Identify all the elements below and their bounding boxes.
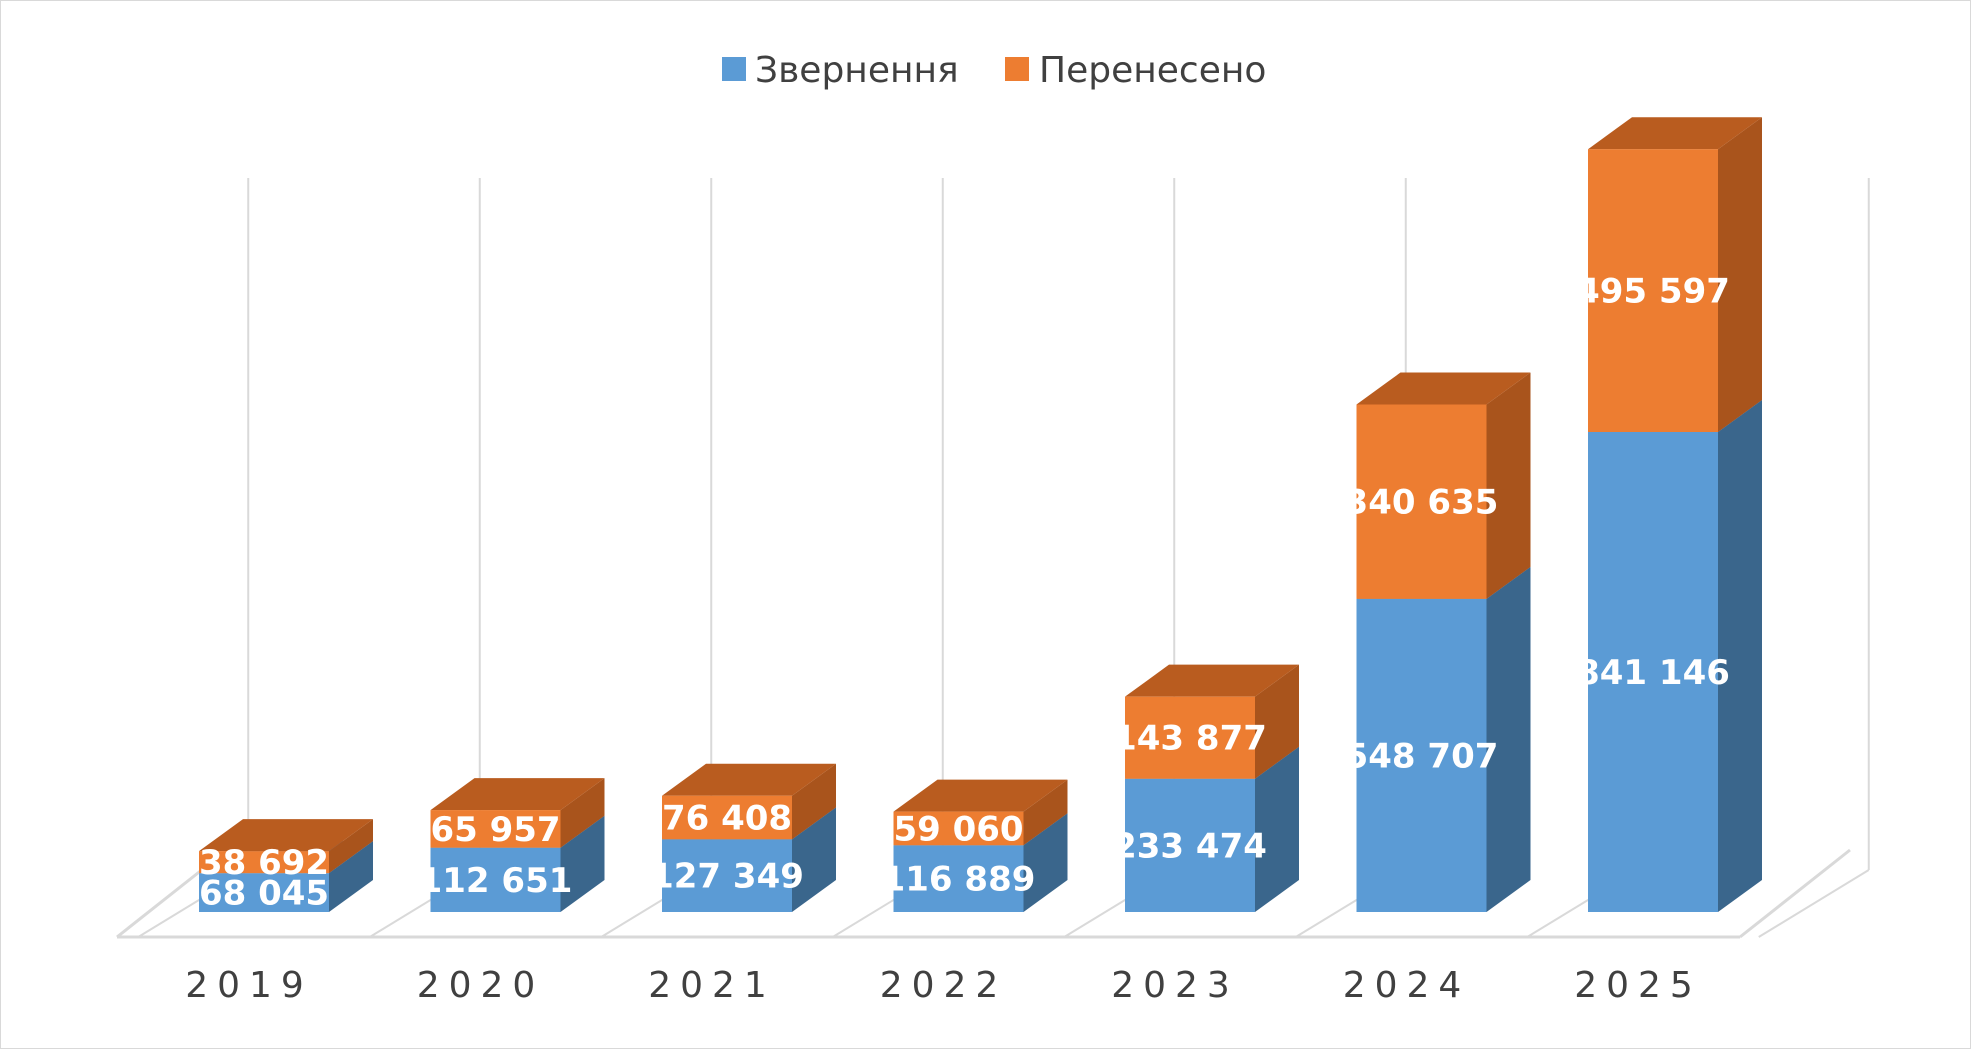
data-label-zvernennia-2025: 841 146 xyxy=(1576,653,1730,693)
bar-zvernennia-2020-side xyxy=(560,815,605,912)
legend: Звернення Перенесено xyxy=(722,50,1266,91)
bar-pereneseno-2023-side xyxy=(1255,664,1299,779)
bar-zvernennia-2021-front xyxy=(662,839,792,912)
data-label-pereneseno-2022: 59 060 xyxy=(893,809,1023,849)
x-tick-label-2025: 2025 xyxy=(1574,965,1702,1006)
bar-zvernennia-2020-front xyxy=(430,847,561,912)
bar-pereneseno-2021-front xyxy=(662,795,792,840)
data-label-pereneseno-2019: 38 692 xyxy=(199,843,329,883)
data-label-zvernennia-2024: 548 707 xyxy=(1345,736,1499,776)
x-tick-label-2023: 2023 xyxy=(1111,965,1239,1006)
bar-pereneseno-2025-front xyxy=(1588,149,1718,432)
floor-separator xyxy=(1758,869,1870,938)
data-label-zvernennia-2021: 127 349 xyxy=(650,857,804,897)
bar-zvernennia-2023-front xyxy=(1125,778,1255,912)
bar-zvernennia-2022-front xyxy=(893,845,1024,912)
data-label-zvernennia-2022: 116 889 xyxy=(882,860,1036,900)
bar-pereneseno-2025 xyxy=(1588,117,1762,432)
data-label-zvernennia-2019: 68 045 xyxy=(199,874,329,914)
data-label-pereneseno-2021: 76 408 xyxy=(662,799,792,839)
bar-pereneseno-2020-front xyxy=(430,810,561,848)
bar-pereneseno-2019-side xyxy=(329,819,373,874)
data-label-zvernennia-2020: 112 651 xyxy=(419,861,573,901)
x-tick-label-2024: 2024 xyxy=(1343,965,1471,1006)
bar-zvernennia-2024-side xyxy=(1486,566,1531,912)
bar-zvernennia-2021-side xyxy=(792,807,836,912)
bar-zvernennia-2023-side xyxy=(1255,746,1299,912)
bar-pereneseno-2020-side xyxy=(560,778,605,848)
data-label-pereneseno-2025: 495 597 xyxy=(1576,272,1730,312)
bar-zvernennia-2022-side xyxy=(1023,813,1068,912)
bar-pereneseno-2020 xyxy=(430,778,605,848)
bar-pereneseno-2024-side xyxy=(1486,372,1531,599)
bar-pereneseno-2021-top xyxy=(662,763,836,796)
bar-pereneseno-2023-top xyxy=(1125,664,1299,697)
bar-pereneseno-2024 xyxy=(1356,372,1531,599)
bars xyxy=(199,117,1762,912)
bar-pereneseno-2021-side xyxy=(792,763,836,840)
x-tick-label-2020: 2020 xyxy=(417,965,545,1006)
x-tick-label-2022: 2022 xyxy=(880,965,1008,1006)
data-label-zvernennia-2023: 233 474 xyxy=(1113,826,1267,866)
x-tick-label-2021: 2021 xyxy=(648,965,776,1006)
bar-pereneseno-2019-top xyxy=(199,819,373,852)
x-axis: 2019 2020 2021 2022 2023 2024 2025 xyxy=(185,965,1702,1006)
legend-swatch-series-1 xyxy=(722,57,746,81)
bar-zvernennia-2019-side xyxy=(329,841,373,912)
bar-zvernennia-2025 xyxy=(1588,400,1762,912)
bar-zvernennia-2024-front xyxy=(1356,598,1487,912)
bar-pereneseno-2020-top xyxy=(430,778,605,811)
bar-pereneseno-2023 xyxy=(1125,664,1299,779)
bar-pereneseno-2025-side xyxy=(1718,117,1762,432)
bar-pereneseno-2025-top xyxy=(1588,117,1762,150)
legend-label-series-1: Звернення xyxy=(755,50,959,91)
data-label-pereneseno-2023: 143 877 xyxy=(1113,719,1267,759)
bar-pereneseno-2022-side xyxy=(1023,779,1068,846)
legend-swatch-series-2 xyxy=(1005,57,1029,81)
floor-right-edge xyxy=(1739,848,1851,939)
bar-zvernennia-2019-front xyxy=(199,873,329,912)
bar-pereneseno-2024-front xyxy=(1356,404,1487,599)
bar-pereneseno-2022-top xyxy=(893,779,1068,812)
bar-pereneseno-2021 xyxy=(662,763,836,840)
bar-pereneseno-2019-front xyxy=(199,851,329,874)
bar-pereneseno-2024-top xyxy=(1356,372,1531,405)
legend-label-series-2: Перенесено xyxy=(1039,50,1266,91)
bar-pereneseno-2023-front xyxy=(1125,696,1255,779)
x-tick-label-2019: 2019 xyxy=(185,965,313,1006)
bar-pereneseno-2022 xyxy=(893,779,1068,846)
bar-zvernennia-2025-front xyxy=(1588,432,1718,912)
data-label-pereneseno-2020: 65 957 xyxy=(430,810,560,850)
bar-zvernennia-2025-side xyxy=(1718,400,1762,912)
bar-pereneseno-2022-front xyxy=(893,811,1024,846)
bar-pereneseno-2019 xyxy=(199,819,373,874)
data-label-pereneseno-2024: 340 635 xyxy=(1345,483,1499,523)
